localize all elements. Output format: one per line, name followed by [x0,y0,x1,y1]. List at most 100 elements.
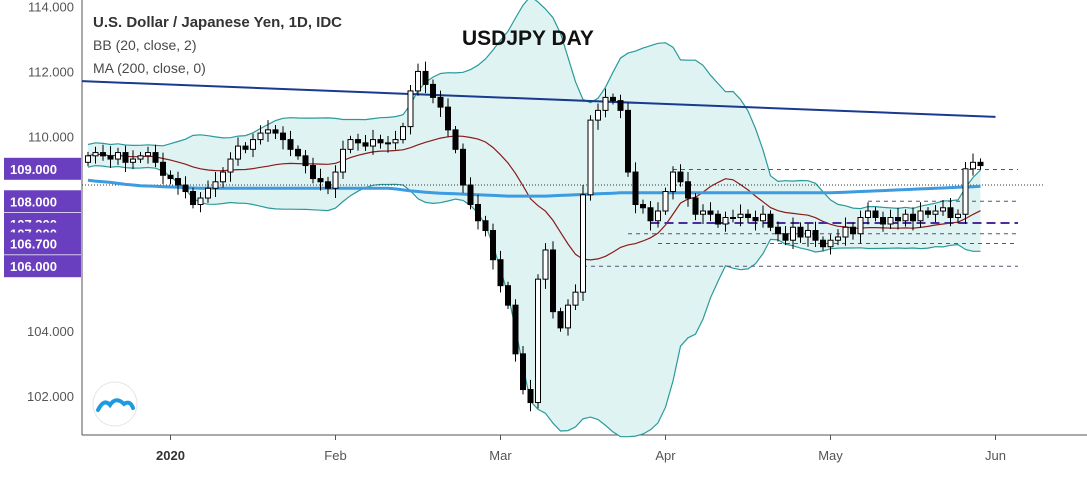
candle-body [175,178,181,186]
candle [130,150,136,170]
candle [100,144,106,161]
candle [355,133,361,151]
tradingview-logo-icon[interactable] [92,381,138,427]
candle [947,198,954,227]
candle-body [340,148,346,173]
candle-body [835,236,841,241]
candle [737,204,744,227]
candle [820,236,826,251]
y-tick-label: 112.000 [28,64,74,79]
x-tick-label: Apr [655,448,676,463]
candle-body [310,165,316,180]
candle [302,149,309,174]
candle-body [947,207,954,219]
candle [340,140,346,179]
candle-body [887,217,894,225]
candle [827,234,834,255]
candle [482,215,489,237]
candle-body [572,291,579,306]
candle [602,88,609,118]
candle [962,161,969,224]
candle-body [212,181,219,189]
candle [415,63,421,96]
candle [460,143,466,193]
candle [325,176,331,195]
trendline [81,80,996,118]
price-tag-box [4,190,81,213]
candle-body [797,226,804,238]
candle [227,152,234,182]
candle [295,145,301,160]
candle [835,229,841,246]
candle-body [137,155,144,160]
candle-body [332,171,339,189]
candle [490,223,496,270]
candle-body [962,168,969,215]
candle [92,146,99,164]
candle-body [842,226,849,238]
candle [617,94,624,119]
candle [167,170,174,185]
candle [235,137,241,166]
candle-body [220,171,226,183]
candle-body [272,129,279,134]
candle [655,202,661,228]
candle-body [925,210,931,215]
candle [842,217,849,246]
candle [122,145,129,173]
candle [970,153,976,176]
candle-body [535,278,541,404]
candle [280,126,286,150]
candle [887,209,894,229]
candle [745,209,751,224]
price-tag-box [4,232,81,255]
candle-body [940,207,946,212]
candle-body [475,204,481,222]
candle-body [422,70,429,85]
candle-body [827,239,834,248]
candle [662,187,669,215]
candle [610,93,616,105]
candle [190,187,196,209]
candle-body [467,184,474,206]
candle-body [730,217,736,219]
candle [715,210,721,228]
candle-body [437,96,444,108]
candle-body [625,109,631,173]
candle-body [430,83,436,98]
price-tag-label: 108.000 [10,194,57,209]
candle-body [227,158,234,173]
candle [707,202,714,222]
candle [437,90,444,117]
candle [430,79,436,104]
candle [550,241,556,319]
candle [400,122,406,144]
candle [752,210,759,231]
candle-body [182,184,189,193]
x-tick-label: Feb [324,448,346,463]
candle-body [715,213,721,225]
candle-body [820,239,826,248]
candle-body [602,96,609,111]
chart-title: USDJPY DAY [462,27,594,50]
price-tag: 109.000 [4,157,81,180]
candle [115,147,121,165]
candle [595,103,601,130]
legend-symbol: U.S. Dollar / Japanese Yen, 1D, IDC [93,14,342,31]
candle-body [400,126,406,141]
candle [917,202,924,228]
candle [182,176,189,199]
candle [977,158,984,170]
candle-body [782,233,789,241]
candle [272,124,279,139]
candle [257,125,264,145]
price-tag-box [4,255,81,278]
candle-body [805,229,811,238]
candle-body [280,132,286,141]
candle-body [752,217,759,222]
candle [287,130,294,157]
candle-body [257,132,264,141]
candle [812,221,819,248]
candle-body [512,304,519,355]
